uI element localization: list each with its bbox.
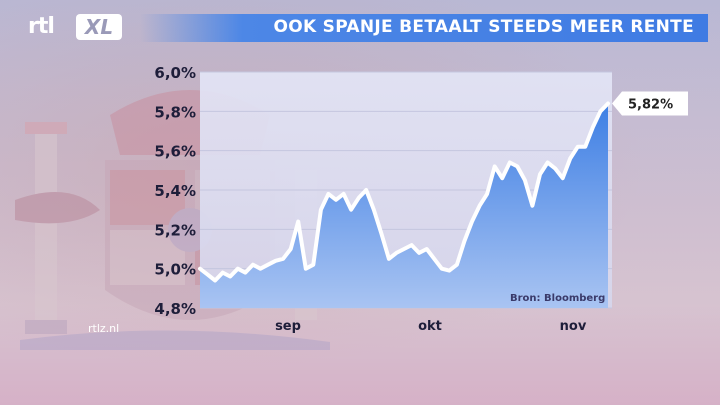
site-label: rtlz.nl <box>88 322 119 335</box>
x-tick-label: nov <box>560 319 587 334</box>
x-axis-ticks: sep okt nov <box>275 319 587 334</box>
y-tick-label: 4,8% <box>154 300 196 318</box>
y-tick-label: 5,6% <box>154 143 196 161</box>
y-tick-label: 5,8% <box>154 103 196 121</box>
source-label: Bron: Bloomberg <box>510 293 605 304</box>
y-tick-label: 5,4% <box>154 182 196 200</box>
x-tick-label: sep <box>275 319 301 334</box>
last-value-label: 5,82% <box>628 97 673 112</box>
y-tick-label: 6,0% <box>154 64 196 82</box>
y-axis-ticks: 6,0% 5,8% 5,6% 5,4% 5,2% 5,0% 4,8% <box>154 64 196 318</box>
y-tick-label: 5,2% <box>154 221 196 239</box>
y-tick-label: 5,0% <box>154 261 196 279</box>
x-tick-label: okt <box>418 319 442 334</box>
last-value-callout: 5,82% <box>612 91 688 115</box>
